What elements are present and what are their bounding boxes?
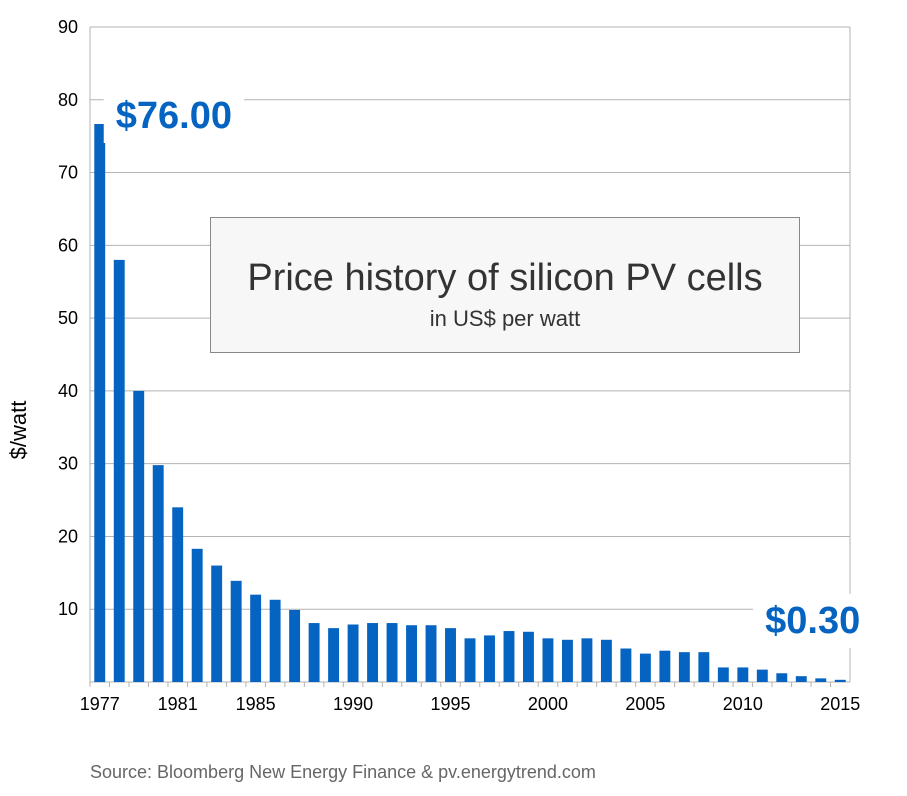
bar-1989 xyxy=(328,628,340,682)
x-tick-label: 1990 xyxy=(333,694,373,714)
y-axis-label: $/watt xyxy=(6,401,31,460)
x-tick-label: 1981 xyxy=(158,694,198,714)
title-box: Price history of silicon PV cells in US$… xyxy=(210,217,800,353)
bar-2012 xyxy=(776,673,788,682)
bar-2007 xyxy=(678,652,690,682)
chart-title: Price history of silicon PV cells xyxy=(247,257,763,299)
bar-2008 xyxy=(698,652,710,682)
bar-2009 xyxy=(717,667,729,682)
x-tick-label: 2005 xyxy=(625,694,665,714)
bar-2000 xyxy=(542,638,554,682)
bar-1983 xyxy=(211,565,223,682)
bar-1982 xyxy=(191,548,203,682)
bar-1997 xyxy=(484,635,495,682)
bar-1984 xyxy=(230,580,242,682)
y-tick-label: 70 xyxy=(58,163,78,183)
bar-2010 xyxy=(737,667,749,682)
bar-1990 xyxy=(347,624,359,682)
bar-2006 xyxy=(659,650,671,682)
bar-2001 xyxy=(561,639,573,682)
callout-background xyxy=(753,593,873,648)
bar-2014 xyxy=(815,678,827,682)
callout-background xyxy=(103,89,244,144)
bar-1986 xyxy=(269,599,281,682)
y-tick-label: 90 xyxy=(58,17,78,37)
bar-1999 xyxy=(523,631,534,682)
bar-1993 xyxy=(406,625,417,682)
y-tick-label: 60 xyxy=(58,235,78,255)
x-tick-label: 2015 xyxy=(820,694,860,714)
y-tick-label: 20 xyxy=(58,526,78,546)
y-tick-label: 10 xyxy=(58,599,78,619)
callout-label: $0.30 xyxy=(765,600,860,642)
bars xyxy=(94,124,846,683)
bar-1996 xyxy=(464,638,476,682)
bar-1987 xyxy=(289,609,301,682)
bar-2015 xyxy=(834,679,846,682)
bar-1994 xyxy=(425,625,437,682)
y-tick-label: 30 xyxy=(58,454,78,474)
callout-label: $76.00 xyxy=(116,95,232,137)
source-note: Source: Bloomberg New Energy Finance & p… xyxy=(90,762,596,782)
bar-1979 xyxy=(133,390,145,682)
chart-subtitle: in US$ per watt xyxy=(429,306,581,331)
y-tick-label: 80 xyxy=(58,90,78,110)
x-tick-label: 1995 xyxy=(430,694,470,714)
x-tick-label: 2010 xyxy=(723,694,763,714)
bar-1981 xyxy=(172,507,184,682)
y-tick-label: 50 xyxy=(58,308,78,328)
bar-1998 xyxy=(503,631,515,682)
bar-1980 xyxy=(152,465,164,682)
bar-1992 xyxy=(386,623,398,682)
x-tick-label: 2000 xyxy=(528,694,568,714)
bar-1978 xyxy=(113,259,125,682)
bar-2002 xyxy=(581,638,593,682)
bar-2013 xyxy=(795,676,807,682)
bar-1995 xyxy=(445,628,456,682)
y-tick-label: 40 xyxy=(58,381,78,401)
bar-1977 xyxy=(94,124,106,683)
y-tick-labels: 10 20 30 40 50 60 70 80 90 xyxy=(58,17,78,619)
callouts: $76.00 $0.30 xyxy=(103,89,873,648)
bar-1985 xyxy=(250,594,262,682)
bar-1988 xyxy=(308,623,320,682)
bar-2011 xyxy=(756,669,768,682)
x-tick-label: 1985 xyxy=(236,694,276,714)
x-tick-label: 1977 xyxy=(80,694,120,714)
bar-2005 xyxy=(639,653,651,682)
bar-2003 xyxy=(600,639,612,682)
bar-2004 xyxy=(620,648,632,682)
bar-1991 xyxy=(367,623,379,682)
x-tick-labels: 1977 1981 1985 1990 1995 2000 2005 2010 2015 xyxy=(80,694,861,714)
